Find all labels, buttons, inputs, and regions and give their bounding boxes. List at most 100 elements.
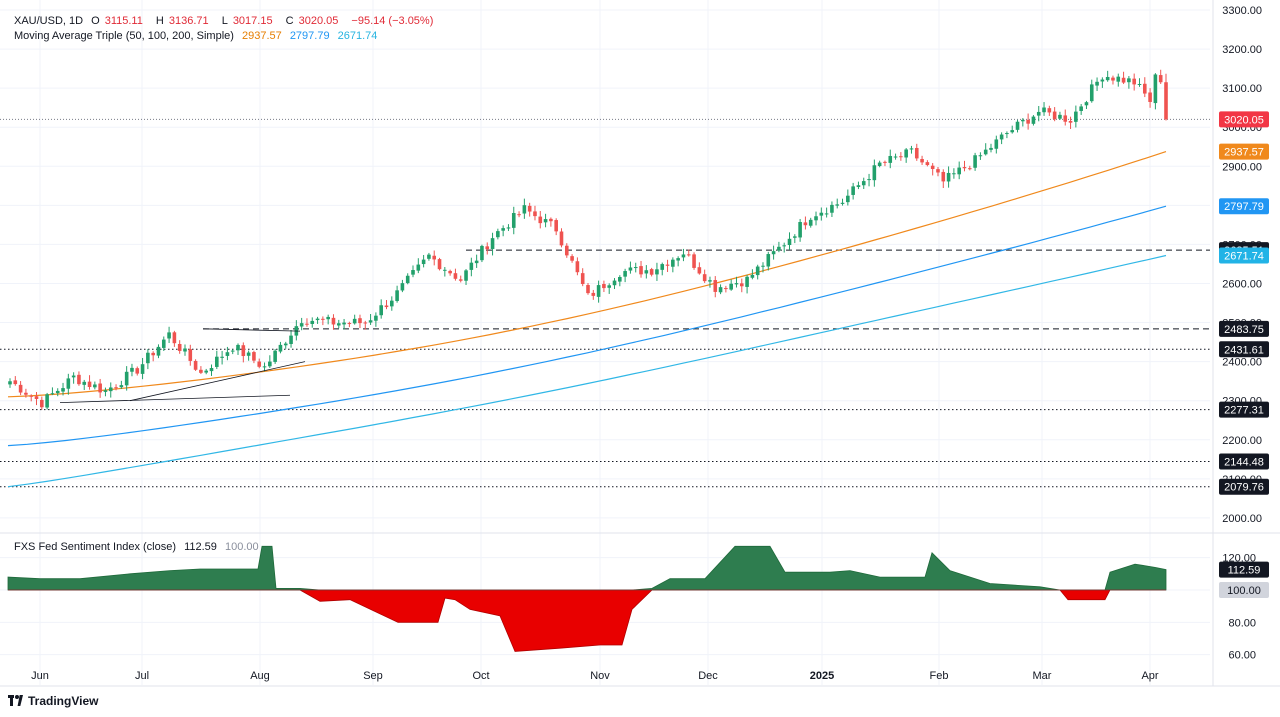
x-tick-label: Jun: [31, 670, 49, 682]
candle-body: [1100, 79, 1105, 82]
level-tag-bg: [1219, 341, 1269, 358]
candle-body: [591, 292, 596, 296]
candle-body: [925, 162, 930, 166]
moving-averages: [7, 151, 1167, 488]
candle-body: [358, 318, 362, 324]
candle-body: [485, 246, 490, 250]
candle-body: [660, 264, 665, 270]
candle-body: [527, 205, 532, 212]
candle-body: [268, 361, 272, 367]
x-tick-label: 2025: [810, 670, 834, 682]
candle-body: [846, 195, 850, 203]
ma50-value: 2937.57: [241, 30, 282, 42]
candle-body: [713, 280, 718, 292]
candle-body: [172, 332, 177, 344]
trend-line: [129, 361, 306, 402]
candle-body: [13, 380, 18, 385]
sentiment-negative-area: [8, 589, 1166, 652]
close-value: 3020.05: [298, 15, 339, 27]
candle-body: [941, 171, 946, 182]
candle-body: [893, 156, 898, 158]
candle-body: [61, 388, 65, 392]
y-tick-label: 2200.00: [1222, 435, 1262, 447]
candle-body: [215, 356, 219, 367]
candle-body: [1158, 75, 1163, 83]
candle-body: [755, 266, 760, 276]
candle-body: [55, 390, 60, 394]
candle-body: [326, 316, 330, 320]
level-tag-bg: [1219, 401, 1269, 418]
level-tag-bg: [1219, 478, 1269, 495]
candle-body: [522, 205, 527, 214]
candle-body: [602, 284, 606, 289]
candle-body: [909, 148, 914, 150]
sentiment-last-tag: 112.59: [1228, 565, 1261, 577]
level-tag: 2144.48: [1224, 456, 1264, 468]
candle-body: [793, 236, 797, 238]
candle-body: [379, 305, 383, 316]
candle-body: [665, 264, 670, 266]
tradingview-logo[interactable]: TradingView: [8, 694, 98, 708]
candle-body: [310, 320, 315, 324]
candle-body: [1132, 78, 1136, 85]
sentiment-tick-label: 60.00: [1228, 650, 1256, 662]
candle-body: [729, 283, 733, 290]
candle-body: [899, 156, 903, 158]
candle-body: [1127, 78, 1131, 83]
candle-body: [496, 231, 500, 238]
candle-body: [633, 267, 638, 269]
candle-body: [1084, 102, 1089, 106]
tradingview-logo-icon: [8, 695, 24, 707]
candle-body: [336, 323, 341, 326]
candle-body: [739, 283, 744, 287]
sentiment-last-tag-bg: [1219, 561, 1269, 578]
sentiment-tick-label: 80.00: [1228, 617, 1256, 629]
candle-body: [411, 270, 415, 275]
candle-body: [708, 280, 712, 282]
candle-body: [119, 385, 124, 388]
current-price-tag: 3020.05: [1224, 114, 1264, 126]
close-label: C: [285, 15, 294, 27]
sentiment-legend: FXS Fed Sentiment Index (close) 112.59 1…: [14, 540, 264, 554]
candle-body: [331, 317, 336, 325]
candle-body: [564, 245, 569, 256]
level-tag: 2079.76: [1224, 482, 1264, 494]
candle-body: [580, 273, 585, 285]
candle-body: [421, 259, 426, 265]
price-tags: 2685.512483.752431.612277.312144.482079.…: [1219, 111, 1269, 598]
y-tick-label: 3200.00: [1222, 44, 1262, 56]
candle-body: [692, 254, 696, 268]
candle-body: [745, 276, 749, 287]
candle-body: [130, 367, 134, 372]
candle-body: [458, 279, 463, 281]
candle-body: [66, 378, 71, 389]
candle-body: [257, 361, 262, 367]
level-tag: 2431.61: [1224, 344, 1264, 356]
candle-body: [761, 265, 765, 267]
candle-body: [368, 320, 373, 323]
candles: [8, 69, 1168, 410]
candle-body: [697, 267, 702, 274]
sentiment-value: 112.59: [184, 541, 217, 553]
candle-body: [718, 287, 723, 293]
candle-body: [1005, 133, 1009, 135]
candle-body: [469, 262, 474, 270]
sentiment-pane: [7, 545, 1167, 652]
candle-body: [639, 266, 643, 275]
candle-body: [453, 273, 458, 279]
candle-body: [103, 390, 108, 392]
candle-body: [867, 179, 871, 181]
candle-body: [395, 290, 399, 302]
candle-body: [87, 381, 92, 387]
trend-lines: [59, 328, 306, 404]
candle-body: [273, 350, 277, 362]
ma100-tag: 2797.79: [1224, 201, 1264, 213]
candle-body: [1095, 81, 1099, 86]
candle-body: [808, 219, 813, 226]
open-value: 3115.11: [104, 15, 143, 27]
candle-body: [146, 352, 150, 364]
candle-body: [538, 216, 543, 224]
candle-body: [771, 251, 776, 255]
candle-body: [1036, 111, 1041, 116]
